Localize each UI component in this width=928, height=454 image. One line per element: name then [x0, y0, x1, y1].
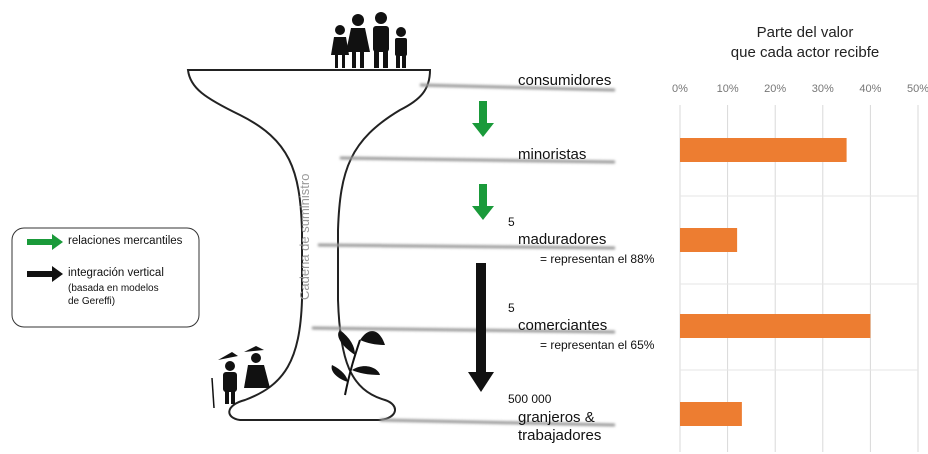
actor-count: 5: [508, 301, 515, 315]
x-tick-label: 50%: [907, 83, 928, 95]
actor-count: 5: [508, 215, 515, 229]
chart-title: que cada actor recibfe: [690, 44, 920, 61]
legend-note: de Gereffi): [68, 296, 115, 307]
x-tick-label: 40%: [859, 83, 881, 95]
legend-text: relaciones mercantiles: [68, 235, 182, 247]
actor-note: = representan el 65%: [540, 338, 654, 352]
x-tick-label: 20%: [764, 83, 786, 95]
consumer-figures: [331, 12, 407, 68]
x-tick-label: 10%: [717, 83, 739, 95]
bar: [680, 228, 737, 252]
bar: [680, 138, 847, 162]
canvas: 0% 10% 20% 30% 40% 50%: [0, 0, 928, 454]
actor-label: consumidores: [518, 72, 611, 90]
integration-arrow: [468, 263, 494, 392]
x-tick-label: 0%: [672, 83, 688, 95]
actor-note: = representan el 88%: [540, 252, 654, 266]
chart-title: Parte del valor: [690, 24, 920, 41]
x-tick-label: 30%: [812, 83, 834, 95]
stem-label: Cadena de suministro: [297, 174, 312, 300]
actor-label: granjeros & trabajadores: [518, 409, 601, 445]
legend-text: integración vertical: [68, 267, 164, 279]
bar: [680, 314, 870, 338]
bar: [680, 402, 742, 426]
actor-label: maduradores: [518, 231, 606, 249]
actor-label: minoristas: [518, 146, 586, 164]
actor-label: comerciantes: [518, 317, 607, 335]
page: 0% 10% 20% 30% 40% 50% Parte del valor que ca…: [0, 0, 928, 454]
actor-count: 500 000: [508, 392, 551, 406]
legend-note: (basada en modelos: [68, 283, 159, 294]
